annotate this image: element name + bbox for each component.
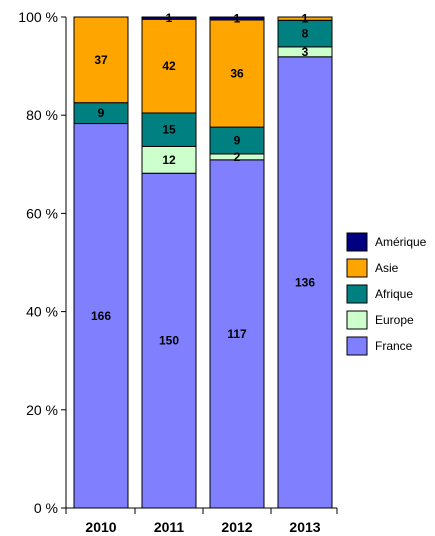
x-category-label: 2012 [221,519,252,535]
legend-label: Afrique [375,287,413,301]
legend-swatch [346,284,368,304]
bar-segment [209,159,265,509]
y-tick-label: 0 % [34,500,58,516]
y-tick-label: 100 % [18,9,58,25]
data-label: 8 [302,27,309,41]
legend-swatch [346,336,368,356]
legend-label: Europe [375,313,414,327]
y-tick-label: 60 % [26,205,58,221]
x-category-label: 2010 [85,519,116,535]
bar-segment [141,18,197,114]
data-label: 1 [234,11,241,25]
data-label: 166 [91,309,111,323]
legend: Amérique Asie Afrique Europe France [346,232,427,356]
y-tick-label: 40 % [26,304,58,320]
legend-swatch [346,258,368,278]
bar-segment [277,16,333,21]
legend-swatch [346,310,368,330]
bar-segment [141,16,197,20]
data-label: 36 [230,67,244,81]
data-label: 1 [302,12,309,26]
y-tick-label: 20 % [26,402,58,418]
axes: 0 % 20 % 40 % 60 % 80 % 100 % 2010 2011 2012 2013 [18,9,338,535]
legend-label: France [375,339,413,353]
data-label: 3 [302,45,309,59]
x-category-label: 2013 [289,519,320,535]
bar-segment [277,19,333,48]
legend-label: Amérique [375,235,427,249]
bar-segment [141,112,197,147]
data-label: 2 [234,150,241,164]
data-label: 150 [159,334,179,348]
x-category-label: 2011 [154,519,185,535]
y-tick-label: 80 % [26,107,58,123]
data-label: 12 [162,153,176,167]
data-label: 117 [227,327,247,341]
data-label: 1 [166,11,173,25]
bar-segment [209,16,265,21]
bar-segment [277,56,333,509]
data-label: 42 [162,59,176,73]
bar-segment [141,172,197,509]
data-label: 37 [94,53,108,67]
data-label: 136 [295,275,315,289]
bar-segment [73,16,129,104]
data-label: 9 [98,106,105,120]
data-label: 15 [162,123,176,137]
data-label: 9 [234,133,241,147]
legend-swatch [346,232,368,252]
legend-label: Asie [375,261,399,275]
bars [73,16,333,509]
